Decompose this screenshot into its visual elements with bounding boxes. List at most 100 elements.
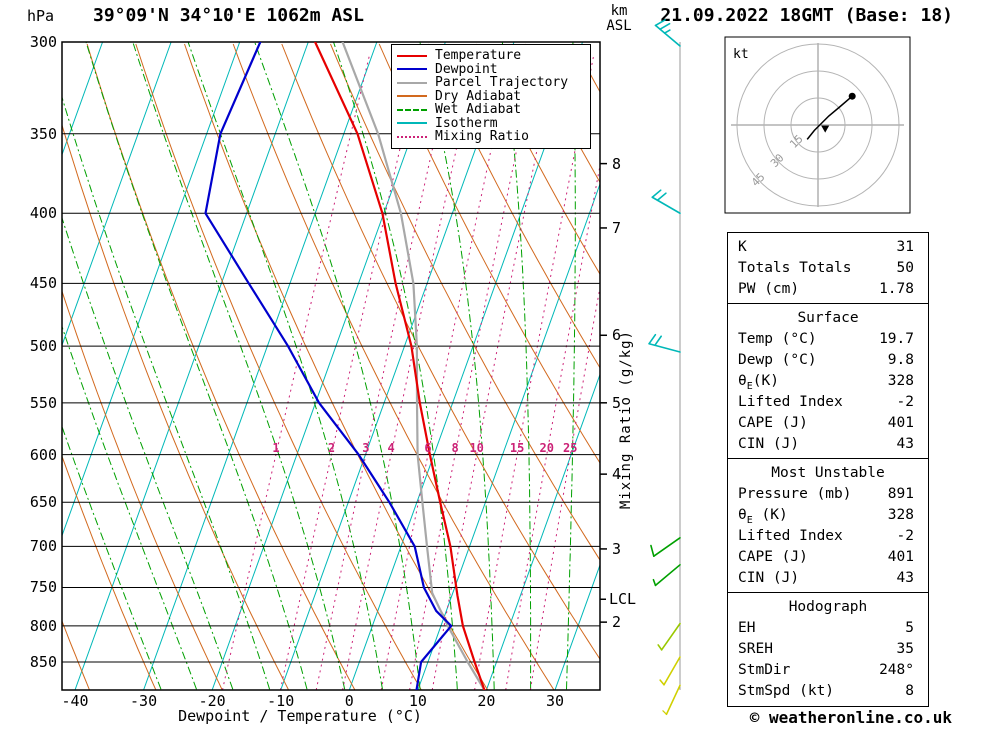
isotherm-line [62,42,104,157]
dry-adiabat-line [62,123,290,690]
dewpoint-curve [204,42,453,690]
table-title: Hodograph [788,599,868,615]
table-row: CIN (J) 43 [728,434,928,455]
background-lines [62,42,600,690]
table-row-value: 328 [887,507,914,523]
temperature-tick-label: -30 [130,692,158,710]
legend-entry: Wet Adiabat [397,103,586,117]
isotherm-line [485,373,600,690]
wet-adiabat-line [187,42,383,690]
table-row-value: 8 [905,683,914,699]
table-row-label: K [738,239,747,255]
legend: Temperature Dewpoint Parcel Trajectory Dry … [391,44,591,149]
legend-entry-label: Isotherm [435,115,498,131]
hodograph-trace-end-dot [848,92,856,100]
plot-frame [61,41,601,691]
hodograph-unit-label: kt [733,47,749,62]
isotherm-line [211,42,446,690]
table-row: θE(K) 328 [728,371,928,392]
temperature-curve [314,42,486,690]
temperature-tick-label: 20 [477,692,496,710]
mixing-ratio-value-label: 25 [563,440,578,455]
table-row: CIN (J) 43 [728,568,928,589]
mixing-ratio-value-label: 15 [509,440,525,455]
table-row: K 31 [728,237,928,258]
mixing-ratio-line [431,53,558,690]
isotherm-line [348,42,584,690]
mixing-ratio-line [474,53,595,690]
table-row-value: 43 [896,436,914,452]
table-row: Totals Totals 50 [728,258,928,279]
altitude-unit-km: km [610,3,628,19]
table-row-label: CIN (J) [738,436,800,452]
dry-adiabat-line [476,43,600,276]
table-row-value: 43 [896,570,914,586]
table-row-label: EH [738,620,756,636]
legend-line-sample [397,95,427,98]
table-row: Temp (°C) 19.7 [728,329,928,350]
table-row-value: 50 [896,260,914,276]
table-row: CAPE (J) 401 [728,547,928,568]
table-row-label: SREH [738,641,773,657]
legend-line-sample [397,68,427,71]
isotherm-line [74,42,309,690]
x-axis-title: Dewpoint / Temperature (°C) [178,707,422,725]
legend-line-sample [397,81,427,84]
table-title: Most Unstable [771,465,885,481]
table-row: Pressure (mb) 891 [728,484,928,505]
km-tick-label: 7 [612,218,622,237]
wet-adiabat-line [566,42,576,690]
table-row: StmSpd (kt) 8 [728,681,928,702]
km-tick-label: 6 [612,326,622,345]
km-tick-label: 3 [612,539,622,558]
table-row-label: PW (cm) [738,281,800,297]
table-row-value: 248° [879,662,914,678]
table-row-label: Totals Totals [738,260,852,276]
mixing-ratio-value-label: 20 [539,440,555,455]
legend-line-sample [397,122,427,125]
legend-entry: Parcel Trajectory [397,76,586,90]
pressure-tick-label: 850 [29,652,57,671]
table-row-label: Pressure (mb) [738,486,852,502]
legend-entry-label: Mixing Ratio [435,129,529,145]
table-hodograph: Hodograph EH 5 SREH 35 StmDir 248° StmSpd (kt) 8 [727,592,929,707]
table-row-label: θE (K) [738,507,788,526]
table-most-unstable: Most Unstable Pressure (mb) 891 θE (K) 328 Li… [727,458,929,594]
mixing-ratio-value-label: 10 [469,440,484,455]
altitude-unit-asl: ASL [606,18,632,34]
wet-adiabat-line [62,95,271,690]
table-row-label: Dewp (°C) [738,352,817,368]
table-row-value: 891 [887,486,914,502]
wet-adiabat-line [62,325,197,690]
table-row-label: Lifted Index [738,394,843,410]
pressure-tick-label: 600 [29,445,57,464]
wind-barb [652,564,681,587]
wet-adiabat-line [333,42,458,690]
station-title: 39°09'N 34°10'E 1062m ASL [93,5,364,26]
table-row-label: StmSpd (kt) [738,683,835,699]
dry-adiabat-line [135,43,422,690]
table-row: θE (K) 328 [728,505,928,526]
table-row-label: CIN (J) [738,570,800,586]
wind-barb [659,656,681,686]
pressure-tick-label: 450 [29,274,57,293]
pressure-tick-label: 350 [29,124,57,143]
dry-adiabat-line [330,43,600,562]
wet-adiabat-line [501,42,532,690]
wind-barb [650,537,681,557]
table-row-label: StmDir [738,662,791,678]
table-row-label: CAPE (J) [738,415,808,431]
table-row-value: 31 [896,239,914,255]
mixing-ratio-value-label: 4 [387,440,395,455]
dry-adiabat-line [86,43,356,690]
table-row-value: 35 [896,641,914,657]
wet-adiabat-line [419,42,495,690]
hodograph-trace [806,95,853,140]
table-row-value: 9.8 [887,352,914,368]
legend-entry: Isotherm [397,117,586,131]
temperature-tick-label: 10 [408,692,427,710]
table-row: SREH 35 [728,639,928,660]
